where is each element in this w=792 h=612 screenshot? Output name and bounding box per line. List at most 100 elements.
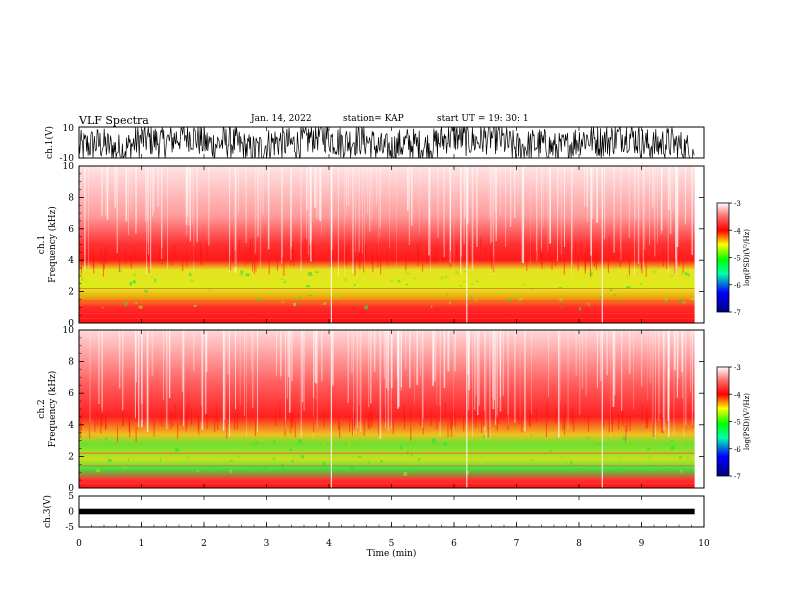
ch1-spectrogram-streak <box>590 166 592 256</box>
ch1-spectrogram-spike <box>161 248 163 264</box>
ch2-spectrogram-speckle <box>185 449 188 451</box>
ch1-spectrogram-speckle <box>151 276 153 279</box>
ch2-spectrogram-streak <box>400 330 402 388</box>
ch2-spectrogram-streak <box>300 330 302 438</box>
ch1-spectrogram-spike <box>493 256 495 273</box>
ch2-spectrogram-streak <box>613 330 616 396</box>
ch1-spectrogram-spike <box>563 259 565 275</box>
ch2-spectrogram-spike <box>284 420 286 436</box>
ch2-spectrogram-spike <box>420 410 421 426</box>
ch2-spectrogram-speckle <box>356 444 358 447</box>
ch1-spectrogram-speckle <box>402 278 405 280</box>
ch1-spectrogram-speckle <box>144 289 148 293</box>
ch2-spectrogram-streak <box>685 330 687 426</box>
ch2-spectrogram-spike <box>404 412 405 429</box>
ch1-spectrogram-speckle <box>406 272 410 275</box>
ch1-spectrogram-streak <box>135 166 137 234</box>
ch2-colorbar-label: log(PSD)(V²/Hz) <box>743 393 751 450</box>
ch2-spectrogram-speckle <box>272 458 276 460</box>
ch1-spectrogram-spike <box>93 257 95 274</box>
ch2-spectrogram-spike <box>573 415 575 432</box>
ch1-spectrogram-speckle <box>405 283 409 286</box>
ch1-ytick-label: 6 <box>68 225 74 235</box>
ch1-spectrogram-speckle <box>626 275 628 279</box>
ch2-spectrogram-spike <box>275 409 277 426</box>
ch1-spectrogram-streak <box>443 166 445 258</box>
ch2-spectrogram-speckle <box>203 460 206 463</box>
ch1-spectrogram-streak <box>145 166 146 223</box>
figure-title: VLF Spectra <box>79 114 149 127</box>
ch2-spectrogram-speckle <box>107 459 112 462</box>
ch2-spectrogram-streak <box>447 330 449 371</box>
ch1-spectrogram-streak <box>130 166 132 210</box>
ch2-spectrogram-streak <box>690 330 691 392</box>
ch1-spectrogram-streak <box>541 166 542 252</box>
ch2-colorbar-tick-label: -3 <box>734 364 741 372</box>
ch2-spectrogram-spike <box>652 420 654 436</box>
ch1-spectrogram-spike <box>575 240 577 257</box>
ch1-spectrogram-streak <box>310 166 312 262</box>
ch2-spectrogram-spike <box>353 413 355 430</box>
ch2-spectrogram-streak <box>477 330 479 415</box>
ch1-spectrogram-streak <box>430 166 431 272</box>
ch1-spectrogram-streak <box>135 166 137 224</box>
ch1-spectrogram-speckle <box>132 273 137 277</box>
ch2-spectrogram-spike <box>454 411 456 428</box>
ch1-spectrogram-spike <box>239 239 241 255</box>
ch2-spectrogram-speckle <box>570 460 573 465</box>
ch2-spectrogram-streak <box>151 330 154 376</box>
ch2-spectrogram-spike <box>369 413 371 430</box>
ch2-spectrogram-streak <box>355 330 357 434</box>
ch2-spectrogram-streak <box>628 330 631 374</box>
ch2-spectrogram-spike <box>535 406 537 422</box>
ch2-spectrogram-spike <box>80 414 82 430</box>
ch1-spectrogram-speckle <box>449 300 451 305</box>
ch2-spectrogram-streak <box>691 330 693 426</box>
ch2-spectrogram-streak <box>585 330 587 397</box>
ch2-spectrogram-streak <box>118 330 121 389</box>
ch2-spectrogram-speckle <box>626 440 629 443</box>
ch1-spectrogram-streak <box>352 166 354 274</box>
ch2-spectrogram-spike <box>279 403 281 419</box>
ch1-spectrogram-spike <box>628 259 630 276</box>
ch2-spectrogram-speckle <box>273 440 275 444</box>
time-xtick-label: 8 <box>576 539 582 549</box>
ch2-spectrogram-streak <box>222 330 225 431</box>
ch2-spectrogram-spike <box>439 406 440 423</box>
ch1-spectrogram-spike <box>405 254 407 270</box>
ch2-ytick-label: 2 <box>68 452 74 462</box>
ch1-spectrogram-streak <box>463 166 465 245</box>
ch1-spectrogram-speckle <box>189 272 192 277</box>
ch2-spectrogram-spike <box>294 421 296 438</box>
ch2-spectrogram-streak <box>101 330 103 413</box>
ch1-spectrogram-streak <box>453 166 455 271</box>
ch1-spectrogram-streak <box>358 166 360 253</box>
ch2-spectrogram-streak <box>138 330 140 428</box>
ch2-spectrogram-spike <box>641 405 643 421</box>
ch2-spectrogram-spike <box>603 411 605 428</box>
ch1-spectrogram-streak <box>348 166 350 206</box>
ch1-spectrogram-streak <box>257 166 259 237</box>
ch1-spectrogram-speckle <box>440 276 443 281</box>
ch1-spectrogram-spike <box>102 261 104 277</box>
ch1-spectrogram-streak <box>238 166 239 213</box>
ch1-spectrogram-spike <box>293 250 295 267</box>
ch2-spectrogram-streak <box>357 330 359 428</box>
ch2-spectrogram-speckle <box>685 456 690 460</box>
ch2-spectrogram-speckle <box>646 456 651 460</box>
ch1-spectrogram-streak <box>657 166 658 244</box>
ch1-spectrogram-streak <box>684 166 686 225</box>
ch2-spectrogram-streak <box>347 330 349 403</box>
ch1-spectrogram-spike <box>596 247 598 264</box>
ch2-spectrogram-spike <box>611 416 613 432</box>
ch1-spectrogram-streak <box>364 166 365 271</box>
ch2-ytick-label: 6 <box>68 389 74 399</box>
ch2-spectrogram-spike <box>367 412 369 429</box>
ch2-spectrogram-spike <box>177 422 179 439</box>
ch2-spectrogram-streak <box>386 330 387 388</box>
ch2-spectrogram-speckle <box>432 441 435 444</box>
ch1-spectrogram-streak <box>560 166 562 255</box>
ch2-spectrogram-spike <box>661 417 663 433</box>
ch2-spectrogram-streak <box>205 330 207 414</box>
ch2-spectrogram-streak <box>596 330 598 389</box>
